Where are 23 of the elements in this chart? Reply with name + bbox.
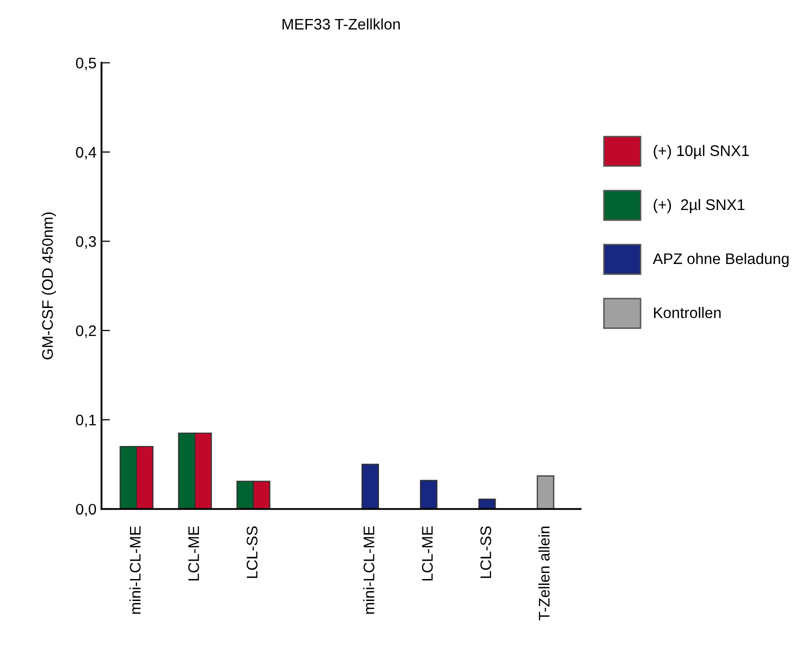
legend-label: (+) 10µl SNX1 (654, 144, 749, 160)
x-tick-label: T-Zellen allein (538, 526, 550, 620)
y-tick-label: 0,0 (76, 504, 96, 516)
x-tick-label: LCL-SS (480, 526, 492, 578)
x-tick-label: LCL-SS (246, 526, 258, 578)
x-tick-label: LCL-ME (188, 526, 200, 580)
x-tick-label: LCL-ME (422, 526, 433, 580)
x-tick-label: mini-LCL-ME (129, 526, 141, 614)
y-tick-label: 0,2 (76, 325, 96, 338)
bar (478, 498, 496, 509)
y-tick-label: 0,1 (76, 414, 96, 428)
x-tick-label: mini-LCL-ME (363, 526, 374, 614)
legend-label: (+) 2µl SNX1 (654, 198, 744, 214)
y-tick-label: 0,3 (76, 236, 96, 249)
legend-label: Kontrollen (654, 306, 721, 318)
chart-title: MEF33 T-Zellklon (282, 18, 400, 30)
bar (362, 464, 379, 509)
legend-label: APZ ohne Beladung (652, 252, 789, 268)
y-tick-label: 0,5 (76, 58, 96, 70)
y-axis-title: GM-CSF (OD 450nm) (42, 212, 56, 360)
bar (420, 480, 438, 509)
bar (536, 475, 554, 509)
y-tick-label: 0,4 (76, 146, 96, 160)
